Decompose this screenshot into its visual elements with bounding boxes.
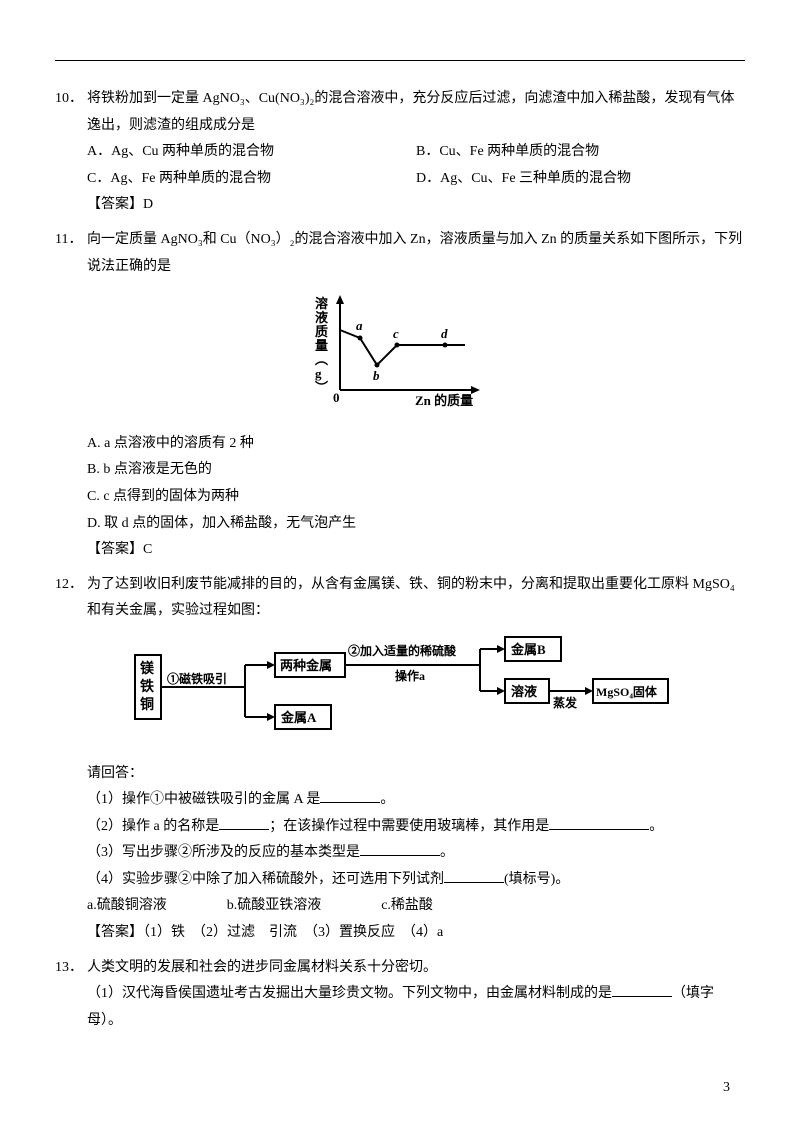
q13-number: 13． bbox=[55, 955, 87, 982]
svg-text:镁: 镁 bbox=[140, 660, 155, 677]
q11-optA: A. a 点溶液中的溶质有 2 种 bbox=[55, 431, 745, 458]
blank bbox=[549, 816, 649, 830]
page-number: 3 bbox=[723, 1075, 730, 1102]
q12-ra: a.硫酸铜溶液 bbox=[87, 898, 167, 913]
question-12: 12． 为了达到收旧利废节能减排的目的，从含有金属镁、铁、铜的粉末中，分离和提取… bbox=[55, 572, 745, 947]
q11-optC: C. c 点得到的固体为两种 bbox=[55, 484, 745, 511]
q12-s3b: 。 bbox=[440, 845, 454, 860]
q12-reagents: a.硫酸铜溶液 b.硫酸亚铁溶液 c.稀盐酸 bbox=[55, 893, 745, 920]
q12-rc: c.稀盐酸 bbox=[381, 898, 433, 913]
svg-text:︶: ︶ bbox=[314, 380, 328, 395]
q12-sub4: （4）实验步骤②中除了加入稀硫酸外，还可选用下列试剂 (填标号)。 bbox=[55, 867, 745, 894]
svg-text:d: d bbox=[441, 326, 448, 341]
svg-text:蒸发: 蒸发 bbox=[553, 695, 578, 710]
q11-optB: B. b 点溶液是无色的 bbox=[55, 457, 745, 484]
q12-number: 12． bbox=[55, 572, 87, 625]
svg-text:操作a: 操作a bbox=[395, 668, 425, 683]
q12-sub1: （1）操作①中被磁铁吸引的金属 A 是 。 bbox=[55, 787, 745, 814]
q12-s4a: （4）实验步骤②中除了加入稀硫酸外，还可选用下列试剂 bbox=[87, 872, 444, 887]
svg-text:质: 质 bbox=[315, 324, 328, 339]
q12-sub3: （3）写出步骤②所涉及的反应的基本类型是 。 bbox=[55, 840, 745, 867]
svg-text:量: 量 bbox=[315, 338, 328, 353]
svg-text:溶液: 溶液 bbox=[511, 684, 537, 699]
q10-optC: C．Ag、Fe 两种单质的混合物 bbox=[87, 166, 416, 193]
q10-options-row2: C．Ag、Fe 两种单质的混合物 D．Ag、Cu、Fe 三种单质的混合物 bbox=[55, 166, 745, 193]
q12-s2c: 。 bbox=[649, 819, 663, 834]
q11-stem: 向一定质量 AgNO₃和 Cu（NO₃）₂的混合溶液中加入 Zn，溶液质量与加入… bbox=[87, 227, 745, 280]
blank bbox=[444, 869, 504, 883]
q12-s1a: （1）操作①中被磁铁吸引的金属 A 是 bbox=[87, 792, 320, 807]
blank bbox=[320, 789, 380, 803]
svg-text:c: c bbox=[393, 326, 399, 341]
q11-answer: 【答案】C bbox=[55, 537, 745, 564]
q12-s4b: (填标号)。 bbox=[504, 872, 569, 887]
q12-rb: b.硫酸亚铁溶液 bbox=[227, 898, 322, 913]
svg-text:MgSO₄固体: MgSO₄固体 bbox=[596, 684, 658, 699]
svg-text:溶: 溶 bbox=[315, 296, 328, 311]
svg-text:铜: 铜 bbox=[140, 696, 154, 713]
q12-stem: 为了达到收旧利废节能减排的目的，从含有金属镁、铁、铜的粉末中，分离和提取出重要化… bbox=[87, 572, 745, 625]
q12-s1b: 。 bbox=[380, 792, 394, 807]
q12-s2b: ；在该操作过程中需要使用玻璃棒，其作用是 bbox=[269, 819, 549, 834]
q11-number: 11． bbox=[55, 227, 87, 280]
question-11: 11． 向一定质量 AgNO₃和 Cu（NO₃）₂的混合溶液中加入 Zn，溶液质… bbox=[55, 227, 745, 564]
q12-s3a: （3）写出步骤②所涉及的反应的基本类型是 bbox=[87, 845, 360, 860]
question-13: 13． 人类文明的发展和社会的进步同金属材料关系十分密切。 （1）汉代海昏侯国遗… bbox=[55, 955, 745, 1035]
q12-s2a: （2）操作 a 的名称是 bbox=[87, 819, 219, 834]
q12-flowchart: 镁 铁 铜 ①磁铁吸引 两种金属 金属A ②加入适量的稀硫酸 操作a bbox=[55, 635, 745, 751]
q13-sub1: （1）汉代海昏侯国遗址考古发掘出大量珍贵文物。下列文物中，由金属材料制成的是（填… bbox=[55, 981, 745, 1034]
top-rule bbox=[55, 60, 745, 61]
blank bbox=[360, 842, 440, 856]
q11-graph: 溶 液 质 量 ︵ g ︶ 0 a b c d Zn 的质量 bbox=[55, 290, 745, 421]
q10-options-row1: A．Ag、Cu 两种单质的混合物 B．Cu、Fe 两种单质的混合物 bbox=[55, 139, 745, 166]
svg-text:②加入适量的稀硫酸: ②加入适量的稀硫酸 bbox=[348, 643, 457, 658]
svg-text:金属B: 金属B bbox=[510, 642, 546, 657]
svg-text:Zn 的质量: Zn 的质量 bbox=[415, 393, 473, 408]
q10-number: 10． bbox=[55, 86, 87, 139]
svg-text:液: 液 bbox=[315, 310, 328, 325]
q10-optD: D．Ag、Cu、Fe 三种单质的混合物 bbox=[416, 166, 745, 193]
q13-stem: 人类文明的发展和社会的进步同金属材料关系十分密切。 bbox=[87, 955, 745, 982]
q10-optA: A．Ag、Cu 两种单质的混合物 bbox=[87, 139, 416, 166]
q10-answer: 【答案】D bbox=[55, 192, 745, 219]
q10-stem: 将铁粉加到一定量 AgNO₃、Cu(NO₃)₂的混合溶液中，充分反应后过滤，向滤… bbox=[87, 86, 745, 139]
q10-optB: B．Cu、Fe 两种单质的混合物 bbox=[416, 139, 745, 166]
q11-optD: D. 取 d 点的固体，加入稀盐酸，无气泡产生 bbox=[55, 511, 745, 538]
q13-s1a: （1）汉代海昏侯国遗址考古发掘出大量珍贵文物。下列文物中，由金属材料制成的是 bbox=[87, 986, 612, 1001]
svg-text:金属A: 金属A bbox=[280, 710, 317, 725]
svg-text:︵: ︵ bbox=[314, 352, 328, 367]
svg-text:①磁铁吸引: ①磁铁吸引 bbox=[167, 671, 227, 686]
blank bbox=[219, 816, 269, 830]
svg-text:g: g bbox=[315, 366, 322, 381]
q12-prompt: 请回答： bbox=[55, 761, 745, 788]
q12-sub2: （2）操作 a 的名称是 ；在该操作过程中需要使用玻璃棒，其作用是 。 bbox=[55, 814, 745, 841]
svg-text:两种金属: 两种金属 bbox=[280, 658, 332, 673]
svg-text:0: 0 bbox=[333, 390, 340, 405]
svg-text:a: a bbox=[356, 318, 363, 333]
svg-text:b: b bbox=[373, 368, 380, 383]
question-10: 10． 将铁粉加到一定量 AgNO₃、Cu(NO₃)₂的混合溶液中，充分反应后过… bbox=[55, 86, 745, 219]
svg-text:铁: 铁 bbox=[140, 678, 154, 695]
q12-answer: 【答案】（1）铁 （2）过滤 引流 （3）置换反应 （4）a bbox=[55, 920, 745, 947]
blank bbox=[612, 983, 672, 997]
